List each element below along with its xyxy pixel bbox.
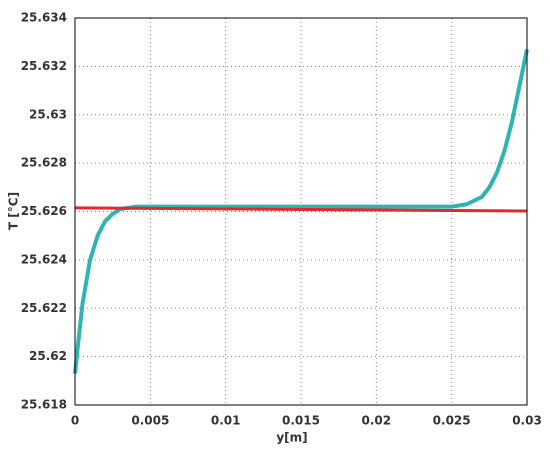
x-tick-label: 0.03 bbox=[512, 414, 542, 428]
series-line bbox=[74, 206, 528, 213]
y-tick-label: 25.63 bbox=[29, 107, 67, 121]
plot-frame bbox=[74, 17, 528, 406]
y-tick-label: 25.626 bbox=[21, 204, 67, 218]
x-tick-label: 0.02 bbox=[362, 414, 392, 428]
y-axis-label: T [°C] bbox=[7, 192, 21, 230]
y-tick-label: 25.628 bbox=[21, 156, 67, 170]
y-tick-label: 25.618 bbox=[21, 398, 67, 412]
y-tick-label: 25.622 bbox=[21, 301, 67, 315]
x-tick-label: 0.01 bbox=[211, 414, 241, 428]
series-line bbox=[73, 49, 529, 374]
x-tick-label: 0 bbox=[71, 414, 79, 428]
y-tick-label: 25.62 bbox=[29, 349, 67, 363]
y-tick-label: 25.632 bbox=[21, 59, 67, 73]
x-axis-label: y[m] bbox=[276, 431, 307, 445]
x-tick-label: 0.015 bbox=[282, 414, 320, 428]
x-tick-label: 0.025 bbox=[433, 414, 471, 428]
x-tick-label: 0.005 bbox=[131, 414, 169, 428]
y-tick-label: 25.624 bbox=[21, 252, 67, 266]
y-tick-label: 25.634 bbox=[21, 11, 67, 25]
